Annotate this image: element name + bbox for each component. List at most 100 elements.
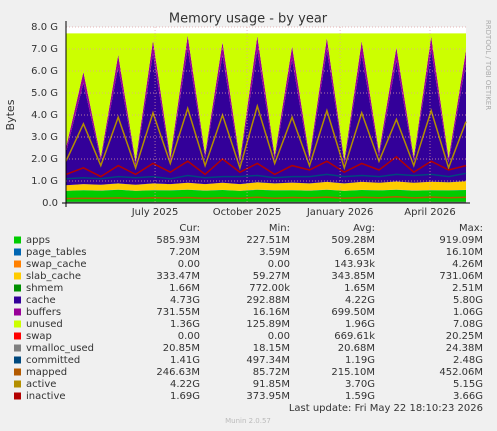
area [66, 181, 466, 191]
legend-swatch [14, 320, 21, 328]
legend-stat: 7.20M [169, 247, 200, 258]
legend-stat: 5.80G [453, 295, 483, 306]
legend-label: active [26, 379, 56, 390]
area [66, 35, 466, 166]
y-tick-label: 7.0 G [31, 44, 58, 55]
legend-stat: 509.28M [331, 235, 375, 246]
legend-stat: 227.51M [246, 235, 290, 246]
legend-stat: 1.66M [169, 283, 200, 294]
legend-stat: 0.00 [268, 259, 290, 270]
legend-label: swap_cache [26, 259, 86, 270]
legend-stat: 20.68M [338, 343, 375, 354]
chart-title: Memory usage - by year [169, 12, 328, 27]
y-tick-label: 0.0 [42, 198, 58, 209]
legend-stat: 1.96G [345, 319, 375, 330]
legend-stat: 4.26M [452, 259, 483, 270]
stats-header: Max: [459, 223, 483, 234]
legend-stat: 585.93M [156, 235, 200, 246]
y-tick-label: 4.0 G [31, 110, 58, 121]
legend-label: slab_cache [26, 271, 81, 282]
line [65, 155, 467, 178]
legend-stat: 16.16M [253, 307, 290, 318]
legend-stat: 343.85M [331, 271, 375, 282]
legend-swatch [14, 236, 21, 244]
legend-stat: 0.00 [268, 331, 290, 342]
legend-stat: 772.00k [249, 283, 290, 294]
area [66, 33, 466, 162]
stats-header: Avg: [353, 223, 375, 234]
legend-stat: 59.27M [253, 271, 290, 282]
last-update: Last update: Fri May 22 18:10:23 2026 [289, 403, 483, 414]
legend-swatch [14, 392, 21, 400]
y-tick-label: 5.0 G [31, 88, 58, 99]
stats-header: Cur: [179, 223, 200, 234]
legend-label: cache [26, 295, 56, 306]
legend-stat: 731.06M [439, 271, 483, 282]
legend-stat: 1.41G [170, 355, 200, 366]
legend-stat: 85.72M [253, 367, 290, 378]
y-axis-label: Bytes [4, 99, 17, 130]
legend-stat: 373.95M [246, 391, 290, 402]
legend-stat: 91.85M [253, 379, 290, 390]
y-tick-label: 3.0 G [31, 132, 58, 143]
legend-label: page_tables [26, 247, 87, 258]
legend-swatch [14, 332, 21, 340]
legend-label: apps [26, 235, 50, 246]
legend-stat: 20.25M [446, 331, 483, 342]
y-tick-label: 1.0 G [31, 176, 58, 187]
legend-stat: 215.10M [331, 367, 375, 378]
legend-swatch [14, 260, 21, 268]
y-tick-label: 2.0 G [31, 154, 58, 165]
legend-stat: 24.38M [446, 343, 483, 354]
legend-label: buffers [26, 307, 61, 318]
y-tick-label: 8.0 G [31, 22, 58, 33]
legend-label: committed [26, 355, 80, 366]
side-text: RRDTOOL / TOBI OETIKER [484, 20, 492, 110]
legend-swatch [14, 308, 21, 316]
legend-label: vmalloc_used [26, 343, 94, 354]
legend-stat: 731.55M [156, 307, 200, 318]
legend-stat: 1.59G [345, 391, 375, 402]
line [65, 103, 467, 171]
line [65, 196, 467, 200]
legend-stat: 6.65M [344, 247, 375, 258]
legend-label: shmem [26, 283, 63, 294]
legend-stat: 333.47M [156, 271, 200, 282]
legend-stat: 4.73G [170, 295, 200, 306]
legend-swatch [14, 368, 21, 376]
legend-swatch [14, 296, 21, 304]
legend-swatch [14, 344, 21, 352]
legend-stat: 125.89M [246, 319, 290, 330]
legend-label: swap [26, 331, 52, 342]
legend-swatch [14, 248, 21, 256]
legend-stat: 246.63M [156, 367, 200, 378]
legend-stat: 2.48G [453, 355, 483, 366]
legend-stat: 16.10M [446, 247, 483, 258]
legend-label: unused [26, 319, 63, 330]
legend-swatch [14, 380, 21, 388]
legend-label: mapped [26, 367, 67, 378]
legend-stat: 1.65M [344, 283, 375, 294]
legend-swatch [14, 272, 21, 280]
legend-stat: 292.88M [246, 295, 290, 306]
legend-stat: 20.85M [163, 343, 200, 354]
legend-stat: 5.15G [453, 379, 483, 390]
y-tick-label: 6.0 G [31, 66, 58, 77]
x-tick-label: October 2025 [213, 207, 282, 218]
legend-stat: 143.93k [334, 259, 375, 270]
area [66, 189, 466, 203]
legend-swatch [14, 284, 21, 292]
legend-stat: 1.69G [170, 391, 200, 402]
legend-stat: 497.34M [246, 355, 290, 366]
footer: Munin 2.0.57 [225, 417, 271, 425]
legend-stat: 0.00 [178, 259, 200, 270]
legend-stat: 3.70G [345, 379, 375, 390]
legend-stat: 3.59M [259, 247, 290, 258]
stats-header: Min: [269, 223, 290, 234]
legend-stat: 4.22G [345, 295, 375, 306]
legend-stat: 1.19G [345, 355, 375, 366]
legend-stat: 3.66G [453, 391, 483, 402]
legend-stat: 2.51M [452, 283, 483, 294]
